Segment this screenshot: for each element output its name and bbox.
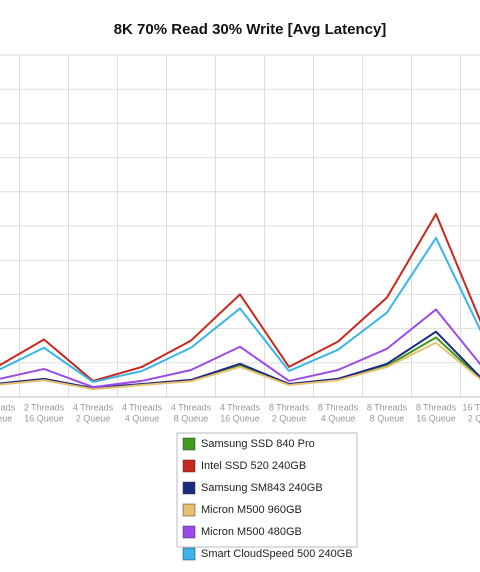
x-tick-label: 16 Queue [24, 413, 64, 423]
x-tick-label: 2 Threads [0, 402, 16, 412]
x-tick-label: 8 Threads [367, 402, 408, 412]
legend-label: Smart CloudSpeed 500 240GB [201, 548, 353, 560]
x-tick-label: 4 Threads [171, 402, 212, 412]
legend-swatch [182, 459, 196, 473]
legend-label: Samsung SM843 240GB [201, 482, 323, 494]
x-tick-label: 4 Queue [125, 413, 160, 423]
x-tick-label: 16 Queue [220, 413, 260, 423]
x-tick-label: 8 Queue [370, 413, 405, 423]
x-tick-label: 4 Queue [321, 413, 356, 423]
x-tick-label: 2 Queue [272, 413, 307, 423]
x-tick-label: 4 Threads [220, 402, 261, 412]
series-line [0, 236, 480, 383]
legend-label: Micron M500 960GB [201, 504, 302, 516]
x-tick-label: 2 Threads [24, 402, 65, 412]
series-line [0, 308, 480, 389]
x-tick-label: 16 Queue [416, 413, 456, 423]
x-tick-label: 2 Queue [468, 413, 480, 423]
series-line [0, 330, 480, 390]
legend-label: Micron M500 480GB [201, 526, 302, 538]
x-tick-label: 2 Queue [76, 413, 111, 423]
legend-swatch [182, 547, 196, 561]
legend-swatch [182, 481, 196, 495]
series-line [0, 213, 480, 382]
chart-title: 8K 70% Read 30% Write [Avg Latency] [114, 21, 387, 38]
x-tick-label: 8 Threads [318, 402, 359, 412]
legend-label: Samsung SSD 840 Pro [201, 438, 315, 450]
x-tick-label: 16 Threads [462, 402, 480, 412]
x-tick-label: 4 Threads [73, 402, 114, 412]
x-tick-label: 8 Queue [0, 413, 12, 423]
x-tick-label: 8 Threads [416, 402, 457, 412]
x-tick-label: 4 Threads [122, 402, 163, 412]
legend-swatch [182, 437, 196, 451]
x-tick-label: 8 Threads [269, 402, 310, 412]
series-line [0, 341, 480, 391]
legend-swatch [182, 525, 196, 539]
legend-swatch [182, 503, 196, 517]
legend-box [176, 432, 358, 548]
x-tick-label: 8 Queue [174, 413, 209, 423]
legend-label: Intel SSD 520 240GB [201, 460, 306, 472]
